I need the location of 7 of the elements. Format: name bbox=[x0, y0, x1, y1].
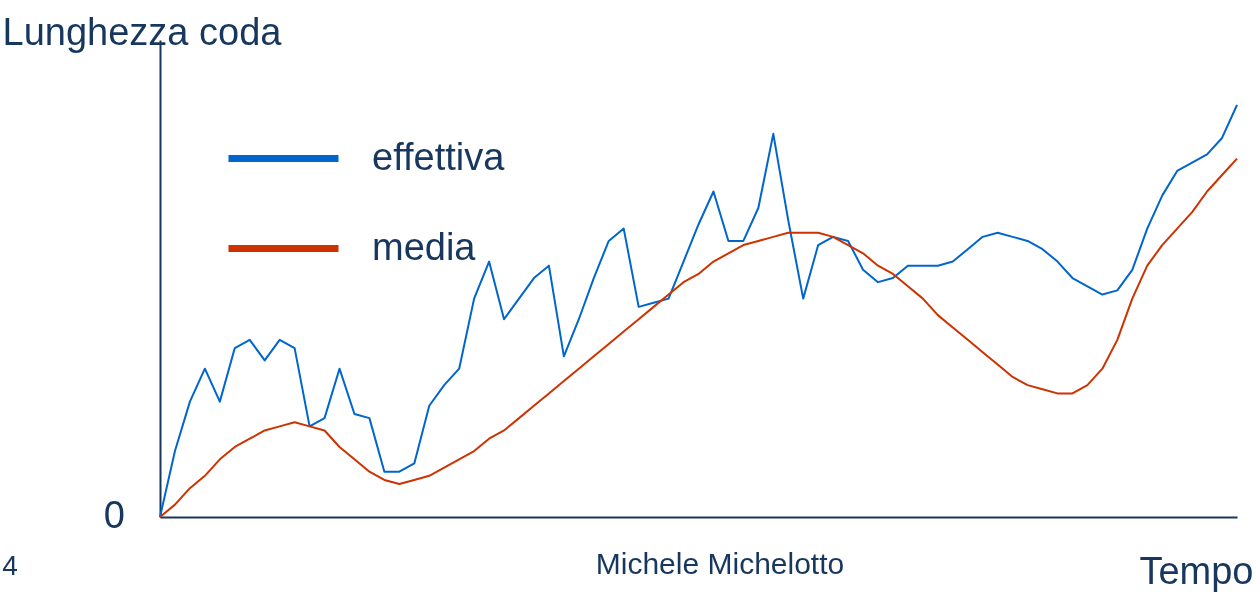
x-axis-title: Tempo bbox=[1139, 549, 1254, 592]
legend-label: media bbox=[372, 225, 477, 268]
legend-label: effettiva bbox=[372, 135, 506, 178]
y-axis-title: Lunghezza coda bbox=[2, 10, 283, 53]
text: Michele Michelotto bbox=[595, 547, 845, 580]
text: 0 bbox=[103, 494, 125, 536]
text: 4 bbox=[2, 550, 18, 581]
